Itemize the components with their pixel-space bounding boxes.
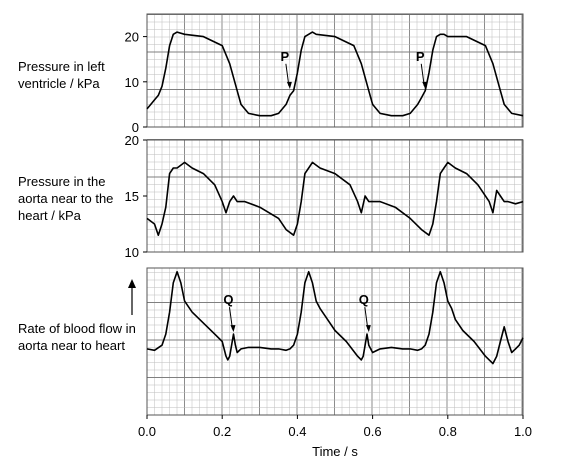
annotation-arrowhead-icon — [365, 325, 371, 333]
aorta-pressure-label: Pressure in the aorta near to the heart … — [18, 174, 114, 223]
y-tick-label: 10 — [125, 245, 139, 260]
x-tick-label: 0.6 — [364, 424, 382, 439]
panel-frame — [146, 13, 524, 128]
grid-3 — [146, 268, 523, 416]
panel-1: 0 10 20 P P — [125, 13, 524, 135]
annotation-arrowhead-icon — [422, 81, 428, 89]
annotation-arrowhead-icon — [286, 81, 292, 89]
annotation-label: Q — [359, 292, 369, 307]
grid-1 — [146, 14, 523, 128]
trace-line-3 — [146, 270, 524, 365]
panel-frame — [146, 267, 524, 416]
blood-flow-label: Rate of blood flow in aorta near to hear… — [18, 321, 136, 353]
annotation-label: P — [416, 49, 425, 64]
y-tick-label: 20 — [125, 30, 139, 45]
grid-2 — [146, 139, 523, 253]
y-tick-label: 20 — [125, 133, 139, 148]
up-arrow-head-icon — [128, 279, 136, 288]
x-axis-label: Time / s — [312, 444, 358, 459]
x-tick-label: 0.0 — [138, 424, 156, 439]
annotation-label: P — [281, 49, 290, 64]
panel-2: 10 15 20 — [125, 133, 524, 260]
panel-3: 0.0 0.2 0.4 0.6 0.8 1.0 Q Q — [128, 267, 532, 439]
y-tick-label: 15 — [125, 189, 139, 204]
annotation-label: Q — [223, 292, 233, 307]
x-tick-label: 0.4 — [288, 424, 306, 439]
ventricle-pressure-label: Pressure in left ventricle / kPa — [18, 59, 105, 91]
annotation-arrowhead-icon — [230, 325, 236, 333]
x-tick-label: 0.2 — [213, 424, 231, 439]
x-tick-label: 0.8 — [439, 424, 457, 439]
y-tick-label: 10 — [125, 75, 139, 90]
x-tick-label: 1.0 — [514, 424, 532, 439]
trace-line-1 — [146, 31, 524, 117]
y-tick-label: 0 — [132, 120, 139, 135]
panel-frame — [146, 139, 524, 253]
trace-line-2 — [146, 161, 524, 236]
